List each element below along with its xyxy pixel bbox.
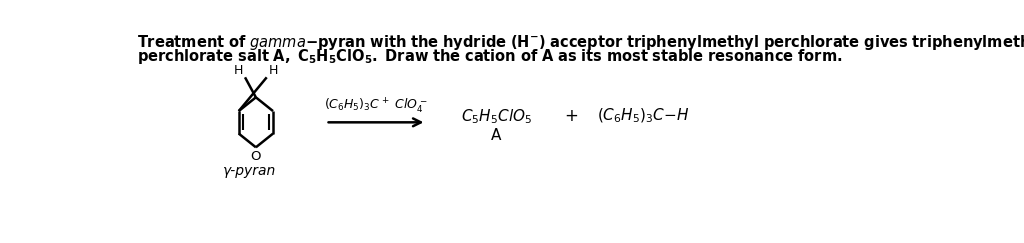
- Text: A: A: [490, 128, 502, 143]
- Text: γ-pyran: γ-pyran: [223, 164, 276, 178]
- Text: $C_5H_5ClO_5$: $C_5H_5ClO_5$: [461, 107, 531, 126]
- Text: $(C_6H_5)_3C\mathrm{-}H$: $(C_6H_5)_3C\mathrm{-}H$: [597, 107, 689, 125]
- Text: +: +: [564, 107, 579, 125]
- Text: $(C_6H_5)_3C^+\ ClO_4^-$: $(C_6H_5)_3C^+\ ClO_4^-$: [325, 97, 428, 115]
- Text: $\bf{Treatment\ of\ }$$\bf{\it{gamma}}$$\bf{-pyran\ with\ the\ hydride\ (H^{-})\: $\bf{Treatment\ of\ }$$\bf{\it{gamma}}$$…: [137, 33, 1024, 52]
- Text: O: O: [251, 150, 261, 163]
- Text: H: H: [233, 64, 243, 77]
- Text: H: H: [269, 64, 279, 77]
- Text: $\bf{perchlorate\ salt\ A,\ C_5H_5ClO_5.\ Draw\ the\ cation\ of\ A\ as\ its\ mos: $\bf{perchlorate\ salt\ A,\ C_5H_5ClO_5.…: [137, 47, 843, 66]
